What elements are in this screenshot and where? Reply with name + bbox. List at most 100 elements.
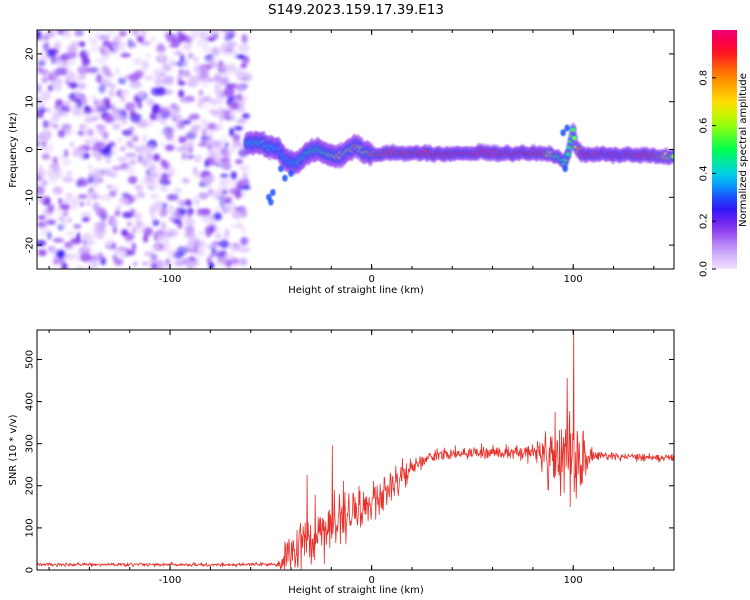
noise-speckle (149, 193, 160, 200)
noise-speckle (167, 193, 179, 201)
noise-speckle (93, 173, 103, 179)
noise-speckle (56, 249, 66, 259)
noise-speckle (62, 208, 69, 218)
noise-speckle (180, 201, 185, 208)
colorbar-tick-label: 0.0 (699, 261, 710, 277)
noise-speckle (203, 45, 211, 54)
noise-speckle (211, 246, 217, 255)
noise-speckle (102, 40, 111, 47)
noise-speckle (120, 97, 126, 102)
noise-speckle (134, 69, 144, 79)
noise-speckle (49, 162, 60, 171)
noise-speckle (152, 244, 161, 252)
noise-speckle (65, 78, 71, 86)
noise-speckle (52, 237, 65, 243)
x-tick-label: 0 (368, 274, 374, 285)
noise-speckle (106, 194, 111, 204)
snr-y-ticks: 0 100 200 300 400 500 (25, 350, 674, 573)
noise-speckle (214, 206, 221, 213)
noise-speckle (165, 133, 174, 141)
noise-speckle (184, 225, 195, 235)
noise-speckle (163, 263, 170, 269)
colorbar: 0.0 0.2 0.4 0.6 0.8 Normalized spectral ampl… (699, 30, 749, 277)
noise-speckle (207, 122, 217, 130)
noise-speckle (42, 78, 47, 84)
noise-speckle (239, 86, 245, 91)
noise-speckle (86, 67, 99, 74)
noise-speckle (120, 201, 132, 206)
noise-speckle (140, 40, 151, 46)
noise-speckle (159, 141, 166, 147)
noise-speckle (137, 91, 145, 99)
snr-panel: -100 0 100 0 100 200 300 400 500 Height of stra… (8, 329, 675, 596)
noise-speckle (105, 156, 112, 165)
noise-speckle (86, 114, 91, 125)
x-tick-label: -100 (159, 274, 182, 285)
noise-speckle (70, 201, 79, 211)
noise-speckle (234, 189, 243, 199)
noise-speckle (224, 111, 230, 120)
noise-speckle (93, 99, 99, 105)
noise-speckle (141, 60, 149, 70)
y-tick-label: 10 (25, 95, 36, 108)
noise-speckle (95, 57, 108, 65)
noise-speckle (149, 112, 157, 121)
noise-speckle (106, 184, 114, 190)
noise-speckle (134, 185, 141, 190)
noise-speckle (47, 231, 52, 240)
noise-speckle (61, 262, 68, 269)
noise-speckle (105, 104, 115, 109)
noise-speckle (75, 254, 80, 262)
noise-speckle (193, 194, 197, 204)
noise-speckle (43, 128, 50, 136)
noise-speckle (76, 232, 81, 241)
colorbar-tick-label: 0.2 (699, 213, 710, 229)
noise-speckle (103, 66, 111, 74)
noise-speckle (77, 65, 89, 75)
noise-speckle (127, 38, 134, 49)
colorbar-label: Normalized spectral amplitude (738, 73, 749, 227)
noise-speckle (63, 254, 76, 260)
noise-speckle (148, 144, 155, 151)
noise-speckle (91, 183, 99, 189)
noise-speckle (196, 231, 207, 236)
noise-speckle (201, 130, 207, 138)
noise-speckle (102, 75, 112, 83)
noise-speckle (37, 221, 46, 229)
ridge-core (671, 154, 674, 159)
noise-speckle (58, 197, 63, 205)
noise-speckle (147, 98, 155, 107)
noise-speckle (137, 36, 145, 43)
noise-speckle (97, 221, 107, 230)
noise-speckle (197, 142, 208, 147)
noise-speckle (112, 225, 118, 234)
noise-speckle (113, 45, 119, 51)
noise-speckle (168, 110, 178, 119)
noise-speckle (108, 88, 115, 98)
noise-speckle (162, 106, 169, 113)
noise-speckle (193, 166, 198, 175)
noise-speckle (66, 60, 76, 65)
noise-speckle (236, 93, 243, 101)
noise-speckle (108, 172, 118, 178)
ridge-fragment (560, 129, 566, 137)
noise-speckle (221, 30, 230, 33)
noise-speckle (108, 190, 117, 198)
noise-speckle (102, 97, 111, 107)
noise-speckle (183, 41, 193, 51)
noise-speckle (197, 97, 207, 105)
noise-speckle (60, 110, 66, 116)
noise-speckle (206, 57, 214, 64)
noise-speckle (79, 154, 84, 162)
noise-speckle (153, 231, 158, 242)
y-tick-label: 200 (25, 476, 36, 495)
noise-speckle (237, 75, 249, 82)
noise-speckle (131, 107, 137, 114)
noise-speckle (132, 261, 138, 267)
noise-speckle (204, 159, 210, 168)
noise-speckle (219, 173, 229, 179)
noise-speckle (201, 127, 211, 132)
noise-speckle (52, 123, 59, 129)
noise-speckle (184, 199, 193, 207)
noise-speckle (79, 252, 92, 262)
